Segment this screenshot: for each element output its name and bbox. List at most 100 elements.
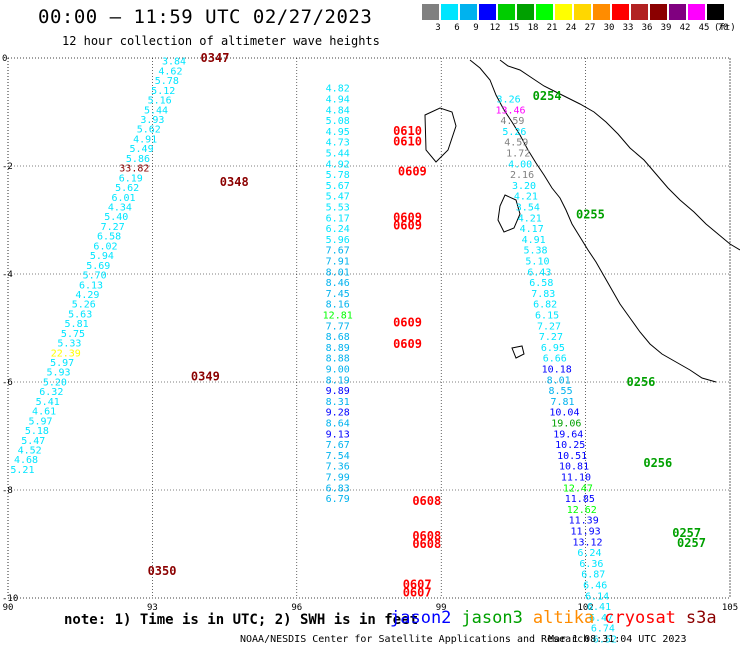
legend-label: 45 <box>698 23 710 33</box>
wave-height-value: 7.83 <box>531 289 555 300</box>
wave-height-value: 9.00 <box>326 365 350 376</box>
wave-height-value: 4.59 <box>504 138 528 149</box>
wave-height-value: 19.06 <box>551 419 581 430</box>
wave-height-value: 7.27 <box>539 332 563 343</box>
wave-height-value: 5.12 <box>151 86 175 97</box>
wave-height-value: 5.49 <box>130 144 154 155</box>
wave-height-value: 11.10 <box>561 473 591 484</box>
wave-height-value: 5.20 <box>43 377 67 388</box>
wave-height-value: 4.34 <box>108 203 132 214</box>
pass-time-label: 0609 <box>393 218 422 232</box>
wave-height-value: 9.13 <box>326 429 350 440</box>
wave-height-value: 6.14 <box>585 591 609 602</box>
wave-height-value: 7.27 <box>101 222 125 233</box>
wave-height-value: 8.01 <box>547 375 571 386</box>
map-title: 00:00 – 11:59 UTC 02/27/2023 <box>38 6 373 28</box>
legend-label: 6 <box>454 23 460 33</box>
lat-lon-grid: 90 93 96 99 102 105 0 -2 -4 -6 -8 -10 <box>2 54 738 613</box>
legend-label: 36 <box>641 23 653 33</box>
pass-time-label: 0610 <box>393 135 422 149</box>
pass-time-label: 0257 <box>672 526 701 540</box>
wave-height-value: 5.70 <box>83 271 107 282</box>
y-tick-label: -6 <box>2 378 13 388</box>
legend-swatch <box>593 4 610 20</box>
satellite-name: cryosat <box>604 608 676 628</box>
wave-height-value: 13.12 <box>572 537 602 548</box>
wave-height-value: 6.58 <box>529 278 553 289</box>
pass-time-label: 0256 <box>643 456 672 470</box>
wave-height-value: 4.92 <box>326 159 350 170</box>
wave-height-value: 12.62 <box>567 505 597 516</box>
legend-label: 15 <box>508 23 520 33</box>
wave-height-value: 12.81 <box>323 311 353 322</box>
wave-height-value: 22.39 <box>51 348 81 359</box>
wave-height-value: 6.32 <box>39 387 63 398</box>
x-tick-label: 99 <box>436 603 447 613</box>
wave-height-value: 4.62 <box>158 66 182 77</box>
wave-height-value: 6.15 <box>535 311 559 322</box>
wave-height-value: 11.39 <box>569 516 599 527</box>
wave-height-value: 7.67 <box>326 440 350 451</box>
wave-height-value: 8.68 <box>326 332 350 343</box>
wave-height-value: 5.96 <box>326 235 350 246</box>
wave-height-value: 5.41 <box>36 397 60 408</box>
wave-height-value: 11.93 <box>571 527 601 538</box>
pass-time-label: 0608 <box>412 494 441 508</box>
nias-island <box>497 194 521 233</box>
legend-swatch <box>669 4 686 20</box>
pass-time-label: 0608 <box>412 529 441 543</box>
pass-time-label: 0347 <box>201 51 230 65</box>
satellite-name: altika <box>532 608 595 628</box>
wave-height-value: 3.93 <box>140 115 164 126</box>
legend-swatch <box>650 4 667 20</box>
pass-time-label: 0609 <box>393 316 422 330</box>
pass-time-label: 0254 <box>533 89 562 103</box>
wave-height-value: 4.00 <box>508 159 532 170</box>
coastline <box>424 59 740 383</box>
wave-height-value: 8.46 <box>326 278 350 289</box>
satellite-name: jason2 <box>390 608 452 628</box>
wave-height-value: 3.54 <box>516 203 540 214</box>
wave-height-value: 10.04 <box>549 408 579 419</box>
wave-height-value: 4.94 <box>326 95 350 106</box>
wave-height-value: 5.81 <box>65 319 89 330</box>
x-tick-label: 102 <box>577 603 593 613</box>
wave-height-value: 7.91 <box>326 257 350 268</box>
legend-label: 70 <box>717 23 729 33</box>
small-island <box>511 345 525 359</box>
pass-time-label: 0255 <box>576 208 605 222</box>
wave-height-value: 6.01 <box>111 193 135 204</box>
wave-height-value: 5.26 <box>72 300 96 311</box>
wave-height-value: 5.78 <box>155 76 179 87</box>
satellite-name: jason3 <box>461 608 523 628</box>
wave-height-value: 6.02 <box>93 241 117 252</box>
wave-height-value: 19.64 <box>553 429 583 440</box>
wave-height-value: 4.21 <box>514 192 538 203</box>
wave-height-value: 5.97 <box>50 358 74 369</box>
pass-time-label: 0609 <box>398 164 427 178</box>
wave-height-value: 6.58 <box>97 232 121 243</box>
pass-time-label: 0607 <box>403 586 432 600</box>
wave-height-value: 3.26 <box>497 95 521 106</box>
wave-height-value: 5.86 <box>126 154 150 165</box>
wave-height-value: 6.43 <box>527 267 551 278</box>
wave-height-value: 2.16 <box>510 170 534 181</box>
footer-note: note: 1) Time is in UTC; 2) SWH is in fe… <box>64 612 419 628</box>
y-tick-label: 0 <box>2 54 7 64</box>
wave-height-value: 13.46 <box>495 105 525 116</box>
wave-height-value: 5.21 <box>10 465 34 476</box>
wave-height-value: 4.21 <box>518 213 542 224</box>
wave-height-value: 10.18 <box>542 365 572 376</box>
wave-height-value: 7.77 <box>326 321 350 332</box>
wave-height-value: 5.40 <box>104 212 128 223</box>
legend-label: 24 <box>565 23 577 33</box>
legend-swatch <box>441 4 458 20</box>
wave-height-value: 11.85 <box>565 494 595 505</box>
legend-swatch <box>498 4 515 20</box>
legend-units: (ft) <box>714 23 736 33</box>
wave-height-value: 4.95 <box>326 127 350 138</box>
legend-swatch <box>612 4 629 20</box>
pass-time-label: 0610 <box>393 124 422 138</box>
pass-time-label: 0609 <box>393 337 422 351</box>
legend-label: 12 <box>489 23 501 33</box>
